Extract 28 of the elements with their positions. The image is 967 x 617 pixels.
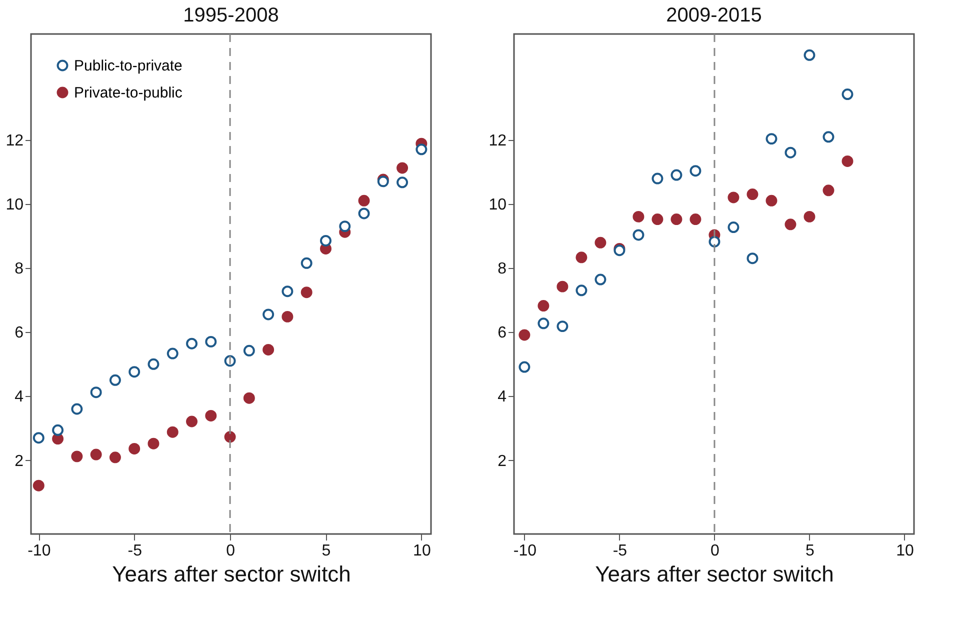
y-tick-label: 12 xyxy=(488,132,507,150)
y-tick-label: 8 xyxy=(14,260,24,278)
x-tick-label: -10 xyxy=(513,542,537,560)
y-tick-label: 10 xyxy=(6,196,24,214)
y-tick-label: 2 xyxy=(498,452,507,470)
y-tick-label: 6 xyxy=(498,324,507,342)
legend-label: Public-to-private xyxy=(74,58,182,74)
x-tick-label: -5 xyxy=(128,542,142,560)
x-tick-label: 10 xyxy=(896,542,914,560)
y-tick-label: 2 xyxy=(14,452,24,470)
x-tick-label: 5 xyxy=(322,542,331,560)
chart-title: 2009-2015 xyxy=(666,4,762,26)
x-tick-label: 0 xyxy=(226,542,236,560)
y-tick-label: 12 xyxy=(6,132,24,150)
y-tick-label: 4 xyxy=(498,388,507,406)
x-tick-label: -10 xyxy=(28,542,51,560)
chart-title: 1995-2008 xyxy=(183,4,279,26)
x-tick-label: 5 xyxy=(806,542,815,560)
y-tick-label: 8 xyxy=(498,260,507,278)
x-tick-label: -5 xyxy=(612,542,628,560)
x-axis-title: Years after sector switch xyxy=(112,562,351,586)
legend-label: Private-to-public xyxy=(74,84,183,102)
x-axis-title: Years after sector switch xyxy=(595,562,834,586)
y-tick-label: 6 xyxy=(14,324,24,342)
y-tick-label: 10 xyxy=(488,196,507,214)
x-tick-label: 0 xyxy=(710,542,720,560)
y-tick-label: 4 xyxy=(14,388,24,406)
x-tick-label: 10 xyxy=(413,542,431,560)
